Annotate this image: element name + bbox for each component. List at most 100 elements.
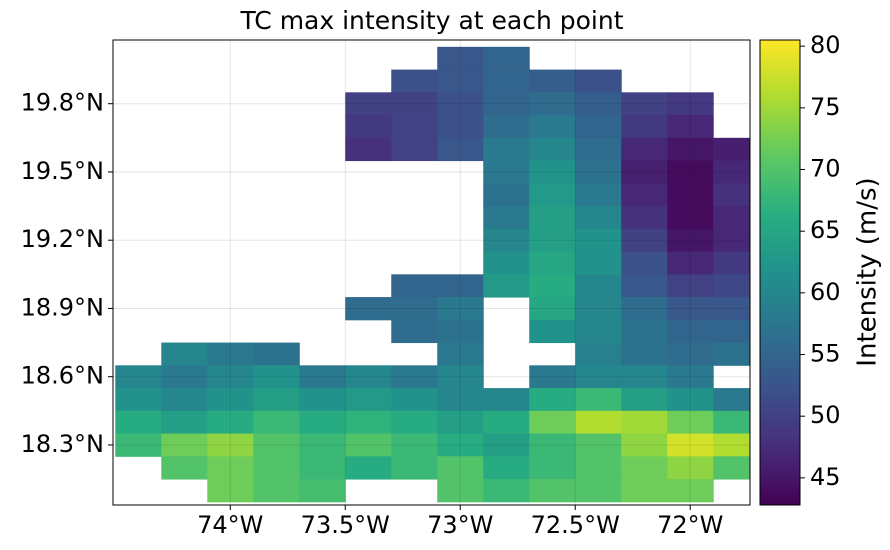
intensity-cell <box>253 456 300 480</box>
intensity-cell <box>575 228 622 253</box>
intensity-cell <box>299 410 346 435</box>
intensity-cell <box>207 410 254 435</box>
intensity-cell <box>207 365 254 389</box>
intensity-cell <box>575 342 622 366</box>
intensity-cell <box>713 433 750 457</box>
intensity-cell <box>621 479 668 503</box>
intensity-cell <box>575 319 622 344</box>
colorbar-tick-label: 70 <box>810 155 841 183</box>
intensity-cell <box>299 479 346 503</box>
intensity-cell <box>345 115 392 139</box>
intensity-cell <box>621 160 668 184</box>
intensity-cell <box>437 319 484 344</box>
intensity-cell <box>575 92 622 116</box>
intensity-cell <box>345 365 392 389</box>
intensity-cell <box>529 388 576 412</box>
intensity-cell <box>667 456 714 480</box>
intensity-cell <box>621 456 668 480</box>
intensity-cell <box>253 479 300 503</box>
intensity-cell <box>667 115 714 139</box>
intensity-cell <box>391 433 438 457</box>
y-tick-label: 18.9°N <box>21 293 104 321</box>
intensity-cell <box>713 160 750 184</box>
intensity-cell <box>391 456 438 480</box>
intensity-cell <box>483 137 530 162</box>
intensity-cell <box>575 297 622 321</box>
intensity-cell <box>621 251 668 275</box>
intensity-cell <box>713 228 750 253</box>
intensity-cell <box>575 69 622 93</box>
intensity-cell <box>713 297 750 321</box>
intensity-cell <box>115 365 162 389</box>
intensity-cell <box>667 479 714 503</box>
intensity-cell <box>575 274 622 298</box>
intensity-cell <box>667 365 714 389</box>
intensity-cell <box>621 410 668 435</box>
intensity-cell <box>713 137 750 162</box>
intensity-cell <box>437 115 484 139</box>
x-tick-label: 72°W <box>657 511 723 539</box>
intensity-cell <box>299 456 346 480</box>
intensity-cell <box>575 479 622 503</box>
colorbar-label: Intensity (m/s) <box>853 177 883 366</box>
colorbar-tick-label: 45 <box>810 463 841 491</box>
intensity-cell <box>575 115 622 139</box>
intensity-cell <box>253 410 300 435</box>
intensity-cell <box>207 479 254 503</box>
intensity-cell <box>437 274 484 298</box>
intensity-cell <box>621 319 668 344</box>
intensity-cell <box>621 92 668 116</box>
intensity-cell <box>391 69 438 93</box>
colorbar-tick-label: 60 <box>810 278 841 306</box>
intensity-cell <box>161 342 208 366</box>
intensity-cell <box>345 137 392 162</box>
intensity-cell <box>529 206 576 230</box>
intensity-cell <box>667 251 714 275</box>
y-tick-label: 19.8°N <box>21 89 104 117</box>
intensity-cell <box>207 342 254 366</box>
intensity-cell <box>391 388 438 412</box>
intensity-cell <box>667 92 714 116</box>
intensity-cell <box>529 456 576 480</box>
grid <box>113 40 750 505</box>
intensity-cell <box>667 137 714 162</box>
intensity-cell <box>575 137 622 162</box>
intensity-cell <box>161 456 208 480</box>
intensity-cell <box>299 365 346 389</box>
intensity-cell <box>437 342 484 366</box>
intensity-cell <box>621 365 668 389</box>
intensity-cell <box>575 160 622 184</box>
intensity-cell <box>529 274 576 298</box>
intensity-cell <box>391 137 438 162</box>
intensity-cell <box>483 479 530 503</box>
intensity-cell <box>483 251 530 275</box>
intensity-cell <box>529 160 576 184</box>
intensity-cell <box>667 274 714 298</box>
intensity-cell <box>713 183 750 207</box>
intensity-cell <box>437 46 484 71</box>
intensity-cell <box>483 92 530 116</box>
intensity-cell <box>575 433 622 457</box>
y-tick-label: 18.6°N <box>21 362 104 390</box>
intensity-cell <box>115 410 162 435</box>
x-tick-label: 74°W <box>197 511 263 539</box>
intensity-cell <box>713 319 750 344</box>
intensity-cell <box>621 388 668 412</box>
intensity-cell <box>667 319 714 344</box>
intensity-cell <box>575 388 622 412</box>
intensity-cell <box>161 410 208 435</box>
intensity-cell <box>621 433 668 457</box>
intensity-cell <box>667 183 714 207</box>
intensity-cell <box>299 433 346 457</box>
intensity-cell <box>483 160 530 184</box>
intensity-cell <box>529 69 576 93</box>
intensity-cell <box>207 456 254 480</box>
intensity-cell <box>621 228 668 253</box>
intensity-cell <box>161 365 208 389</box>
intensity-cell <box>437 297 484 321</box>
intensity-cell <box>437 69 484 93</box>
intensity-cell <box>345 388 392 412</box>
intensity-cell <box>621 297 668 321</box>
intensity-cell <box>299 388 346 412</box>
